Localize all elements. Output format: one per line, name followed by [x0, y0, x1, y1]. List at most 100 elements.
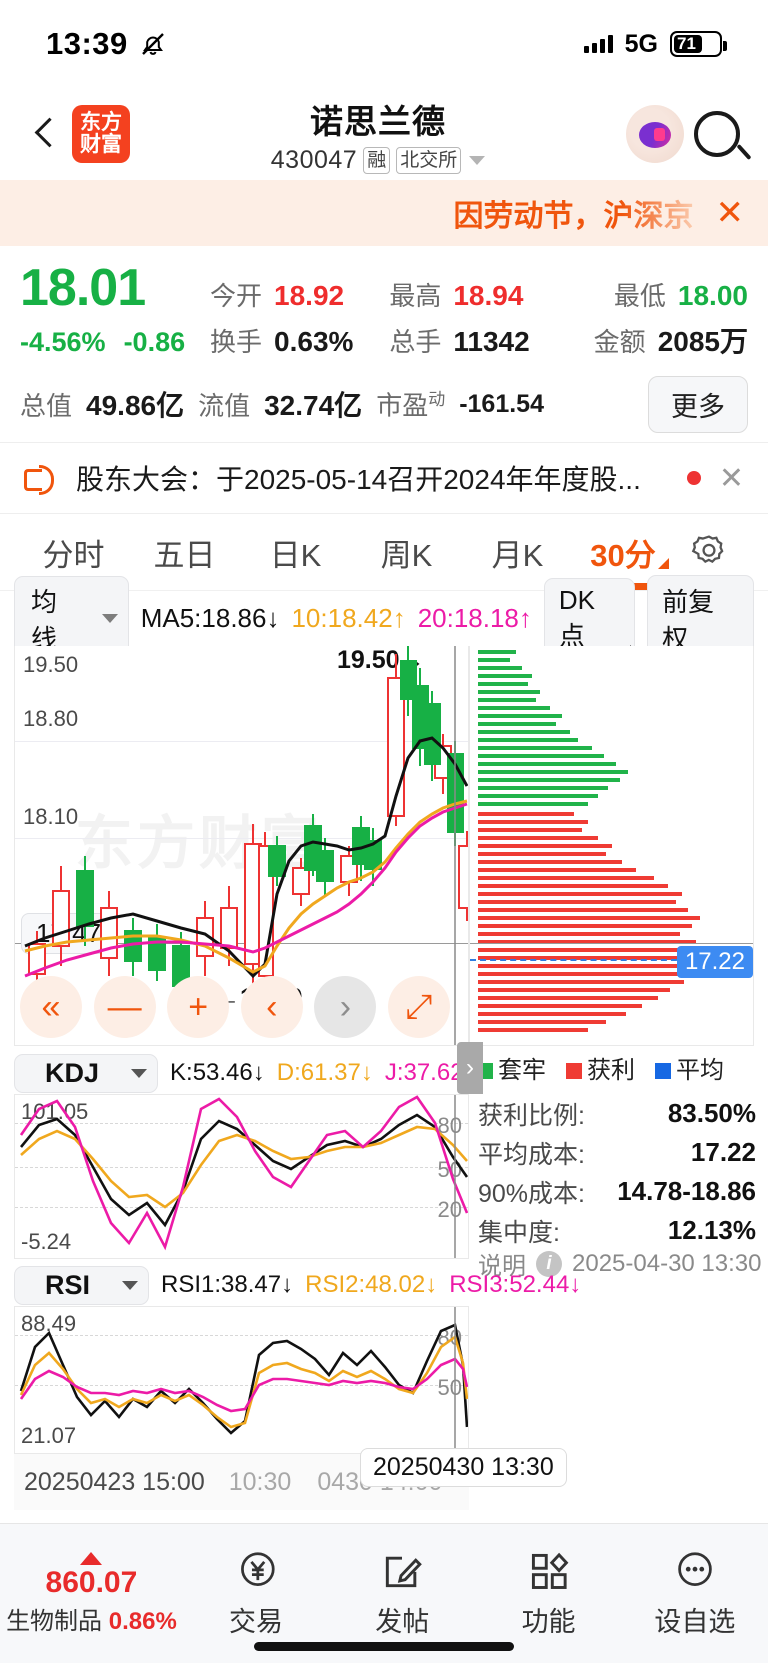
nav-bar: 东方 财富 诺思兰德 430047 融 北交所 — [0, 88, 768, 180]
tab-30min[interactable]: 30分 — [573, 530, 684, 590]
tab-dayk[interactable]: 日K — [240, 530, 351, 575]
rsi3-value: RSI3:52.44↓ — [449, 1271, 582, 1298]
stock-code: 430047 — [270, 146, 358, 174]
chip-distribution-chart[interactable]: 17.22 — [469, 646, 754, 1046]
bottom-item-trade[interactable]: 交易 — [183, 1548, 329, 1639]
change-pct: -4.56% — [20, 327, 106, 357]
rsi-chart[interactable]: 88.49 21.07 80 50 — [14, 1306, 469, 1454]
y-axis-mid: 18.80 — [23, 706, 79, 731]
back-chevron-icon[interactable] — [28, 117, 62, 151]
quote-low-value: 18.00 — [677, 280, 748, 311]
legend-profit: 获利 — [566, 1050, 635, 1085]
signal-bars-icon — [583, 35, 613, 53]
scroll-right-button[interactable]: › — [314, 976, 377, 1038]
bottom-item-post[interactable]: 发帖 — [329, 1548, 475, 1639]
tab-label: 30分 — [590, 537, 656, 573]
tag-market: 北交所 — [396, 146, 462, 175]
chip-row-label: 平均成本: — [478, 1140, 585, 1169]
index-ticker[interactable]: 860.07 生物制品 0.86% — [0, 1551, 183, 1636]
quote-high: 最高 18.94 — [389, 276, 568, 313]
chevron-down-icon — [122, 1280, 139, 1290]
bottom-item-label: 交易 — [229, 1607, 283, 1637]
rsi-selector[interactable]: RSI — [14, 1265, 150, 1305]
bottom-item-label: 发帖 — [375, 1607, 430, 1637]
kdj-selector[interactable]: KDJ — [14, 1053, 159, 1093]
chevron-down-icon[interactable] — [469, 156, 486, 165]
news-text: 股东大会：于2025-05-14召开2024年年度股... — [76, 464, 641, 495]
zoom-in-button[interactable]: + — [167, 976, 230, 1038]
close-icon[interactable]: ✕ — [718, 461, 744, 495]
time-axis-left: 20250423 15:00 — [24, 1467, 205, 1496]
dk-point-button[interactable]: DK点 — [543, 577, 636, 660]
robot-avatar-icon[interactable] — [626, 105, 684, 163]
kdj-chart[interactable]: 101.05 -5.24 80 50 20 — [14, 1094, 469, 1259]
fullscreen-button[interactable]: ⤢ — [387, 976, 450, 1038]
tab-monthk[interactable]: 月K — [462, 530, 573, 575]
indicator-next-button[interactable]: › — [457, 1042, 483, 1094]
more-button[interactable]: 更多 — [648, 375, 748, 433]
average-cost-line — [470, 959, 697, 961]
kdj-indicator-bar: KDJ K:53.46↓ D:61.37↓ J:37.62↓ — [14, 1050, 476, 1096]
quote-amount-label: 金额 — [593, 327, 646, 357]
tab-label: 分时 — [42, 537, 105, 573]
ma5-value: MA5:18.86↓ — [140, 603, 280, 633]
tab-wuri[interactable]: 五日 — [129, 530, 240, 575]
ma20-arrow: ↑ — [518, 603, 532, 633]
gear-icon[interactable] — [688, 531, 750, 573]
tab-label: 周K — [380, 537, 433, 573]
grid-icon — [527, 1548, 571, 1594]
index-sector: 生物制品 0.86% — [6, 1607, 177, 1635]
chip-legend: 套牢 获利 平均 — [469, 1050, 754, 1085]
chip-row-value: 12.13% — [667, 1215, 756, 1245]
scroll-left-button[interactable]: ‹ — [240, 976, 303, 1038]
zoom-out-fast-button[interactable]: « — [20, 976, 82, 1038]
quote-marketcap-value: 49.86亿 — [86, 390, 185, 421]
chip-90-cost: 90%成本: 14.78-18.86 — [478, 1172, 756, 1211]
network-type: 5G — [624, 29, 658, 58]
quote-volume-value: 11342 — [453, 326, 530, 357]
app-logo[interactable]: 东方 财富 — [72, 105, 130, 163]
battery-icon: 71 — [670, 31, 727, 57]
chip-row-value: 83.50% — [667, 1098, 756, 1128]
quote-panel: 18.01 今开 18.92 最高 18.94 最低 18.00 -4.56% … — [0, 246, 768, 442]
tab-weekk[interactable]: 周K — [351, 530, 462, 575]
kline-chart[interactable]: 东方财富 19.50 18.80 18.10 16.70 19.50→ ←16.… — [14, 646, 469, 1046]
bottom-item-features[interactable]: 功能 — [475, 1548, 621, 1639]
search-icon[interactable] — [694, 111, 740, 157]
chip-explain-row[interactable]: 说明 i 2025-04-30 13:30 — [478, 1246, 762, 1281]
chip-profit-ratio: 获利比例: 83.50% — [478, 1094, 756, 1133]
quote-marketcap-label: 总值 — [20, 390, 73, 421]
quote-amount-value: 2085万 — [657, 326, 748, 357]
tab-fenshi[interactable]: 分时 — [18, 530, 129, 575]
holiday-notice-banner[interactable]: 因劳动节，沪深京 ✕ — [0, 180, 768, 246]
rsi-y-bottom: 21.07 — [21, 1423, 77, 1448]
ma20-value: 20:18.18↑ — [417, 603, 532, 633]
zoom-out-button[interactable]: — — [93, 976, 156, 1038]
y-axis-top: 19.50 — [23, 652, 79, 677]
ma5-arrow: ↓ — [266, 603, 280, 633]
info-icon[interactable]: i — [536, 1250, 562, 1277]
chevron-down-icon — [131, 1068, 148, 1078]
corner-marker-icon — [657, 557, 669, 569]
chip-row-value: 14.78-18.86 — [617, 1176, 756, 1206]
bottom-nav-bar: 860.07 生物制品 0.86% 交易 发帖 功能 设自选 — [0, 1523, 768, 1663]
notice-text: 因劳动节，沪深京 — [454, 191, 694, 235]
bottom-item-watchlist[interactable]: 设自选 — [622, 1548, 768, 1639]
rsi1-value: RSI1:38.47↓ — [161, 1271, 294, 1298]
news-bar[interactable]: 股东大会：于2025-05-14召开2024年年度股... ✕ — [0, 442, 768, 514]
kdj-selector-label: KDJ — [45, 1057, 100, 1088]
kdj-d-value: D:61.37↓ — [276, 1059, 373, 1086]
quote-pe-label: 市盈动 — [376, 390, 446, 421]
tab-label: 五日 — [153, 537, 216, 573]
stock-meta[interactable]: 430047 融 北交所 — [140, 146, 616, 175]
index-pct: 0.86% — [108, 1607, 177, 1635]
legend-trapped: 套牢 — [477, 1050, 546, 1085]
quote-floatcap-value: 32.74亿 — [264, 390, 363, 421]
close-icon[interactable]: ✕ — [715, 194, 745, 232]
unread-dot — [686, 471, 701, 485]
quote-high-label: 最高 — [389, 281, 442, 311]
rsi2-value: RSI2:48.02↓ — [305, 1271, 438, 1298]
chip-bars — [478, 650, 710, 1032]
kdj-lines — [19, 1095, 468, 1258]
quote-row-3: 总值 49.86亿 流值 32.74亿 市盈动 -161.54 更多 — [20, 375, 748, 433]
